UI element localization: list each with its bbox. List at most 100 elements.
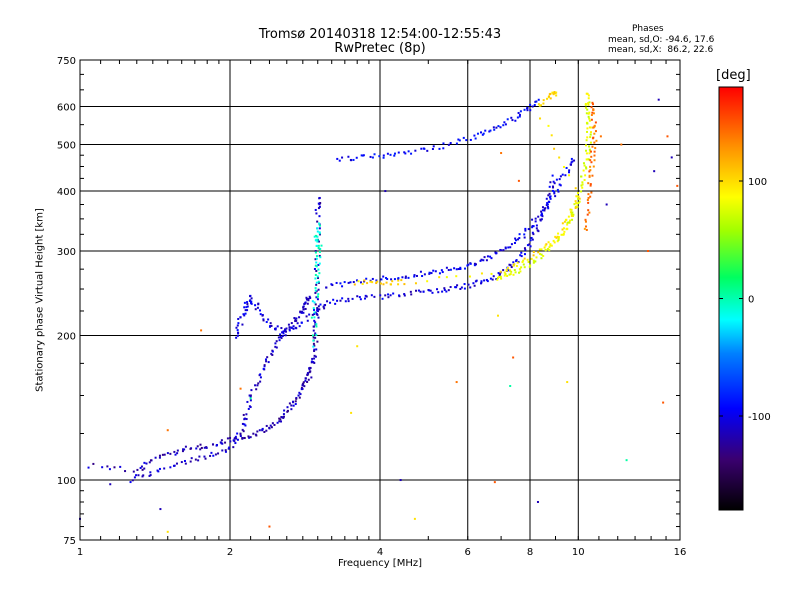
echo-point xyxy=(586,108,589,111)
echo-point xyxy=(568,169,571,172)
echo-point xyxy=(414,149,417,152)
echo-point xyxy=(318,272,321,275)
echo-point xyxy=(314,311,317,314)
echo-point xyxy=(479,259,482,262)
echo-point xyxy=(474,137,477,140)
echo-point xyxy=(248,436,251,439)
echo-point xyxy=(521,261,524,264)
echo-point xyxy=(293,317,296,320)
echo-point xyxy=(465,139,468,142)
echo-point xyxy=(227,447,230,450)
echo-point xyxy=(158,456,161,459)
echo-point xyxy=(484,129,487,132)
echo-point xyxy=(566,228,569,231)
echo-point xyxy=(415,289,418,292)
echo-point xyxy=(556,240,559,243)
echo-point xyxy=(590,155,593,158)
echo-point xyxy=(334,302,337,305)
echo-point xyxy=(267,318,270,321)
echo-point xyxy=(585,167,588,170)
echo-point xyxy=(249,399,252,402)
echo-point xyxy=(309,366,312,369)
echo-point xyxy=(316,313,319,316)
echo-point xyxy=(274,345,277,348)
echo-point xyxy=(316,220,319,223)
echo-point xyxy=(281,335,284,338)
echo-point xyxy=(590,114,593,117)
echo-point xyxy=(234,437,237,440)
echo-point xyxy=(156,469,159,472)
echo-point xyxy=(248,299,251,302)
echo-point xyxy=(413,274,416,277)
echo-point xyxy=(175,462,178,465)
echo-point xyxy=(566,223,569,226)
echo-point xyxy=(304,301,307,304)
echo-point xyxy=(347,281,350,284)
echo-point xyxy=(176,452,179,455)
echo-point xyxy=(363,280,366,283)
echo-point xyxy=(268,325,271,328)
echo-point xyxy=(591,101,594,104)
echo-point xyxy=(312,325,315,328)
echo-point xyxy=(569,211,572,214)
echo-point xyxy=(279,333,282,336)
echo-point xyxy=(246,309,249,312)
echo-point xyxy=(587,201,590,204)
echo-point xyxy=(148,461,151,464)
echo-point xyxy=(545,204,548,207)
echo-point xyxy=(542,102,545,105)
echo-point xyxy=(204,457,207,460)
echo-point xyxy=(398,294,401,297)
echo-point xyxy=(360,154,363,157)
echo-point xyxy=(495,278,498,281)
echo-point xyxy=(203,455,206,458)
echo-point xyxy=(265,429,268,432)
echo-point xyxy=(212,454,215,457)
echo-point xyxy=(441,271,444,274)
echo-point xyxy=(314,258,317,261)
echo-point xyxy=(495,252,498,255)
echo-point xyxy=(447,143,450,146)
echo-point xyxy=(308,368,311,371)
echo-point xyxy=(268,525,271,528)
echo-point xyxy=(316,235,319,238)
echo-point xyxy=(587,193,590,196)
echo-point xyxy=(92,462,95,465)
echo-point xyxy=(529,245,532,248)
echo-point xyxy=(453,267,456,270)
echo-point xyxy=(469,138,472,141)
echo-point xyxy=(559,184,562,187)
echo-point xyxy=(583,178,586,181)
echo-point xyxy=(234,435,237,438)
echo-point xyxy=(381,297,384,300)
echo-point xyxy=(332,298,335,301)
echo-point xyxy=(588,148,591,151)
echo-point xyxy=(564,219,567,222)
echo-point xyxy=(262,319,265,322)
echo-point xyxy=(173,450,176,453)
echo-point xyxy=(590,118,593,121)
echo-point xyxy=(316,295,319,298)
echo-point xyxy=(298,391,301,394)
echo-point xyxy=(440,269,443,272)
echo-point xyxy=(519,110,522,113)
echo-point xyxy=(502,124,505,127)
echo-point xyxy=(498,275,501,278)
echo-point xyxy=(313,354,316,357)
echo-point xyxy=(590,131,593,134)
echo-point xyxy=(592,108,595,111)
echo-point xyxy=(546,202,549,205)
echo-point xyxy=(320,244,323,247)
echo-point xyxy=(314,291,317,294)
echo-point xyxy=(551,189,554,192)
echo-point xyxy=(137,474,140,477)
echo-point xyxy=(670,156,673,159)
echo-point xyxy=(509,264,512,267)
echo-point xyxy=(304,377,307,380)
echo-point xyxy=(593,141,596,144)
echo-point xyxy=(520,251,523,254)
echo-point xyxy=(133,476,136,479)
echo-point xyxy=(311,334,314,337)
echo-point xyxy=(243,301,246,304)
